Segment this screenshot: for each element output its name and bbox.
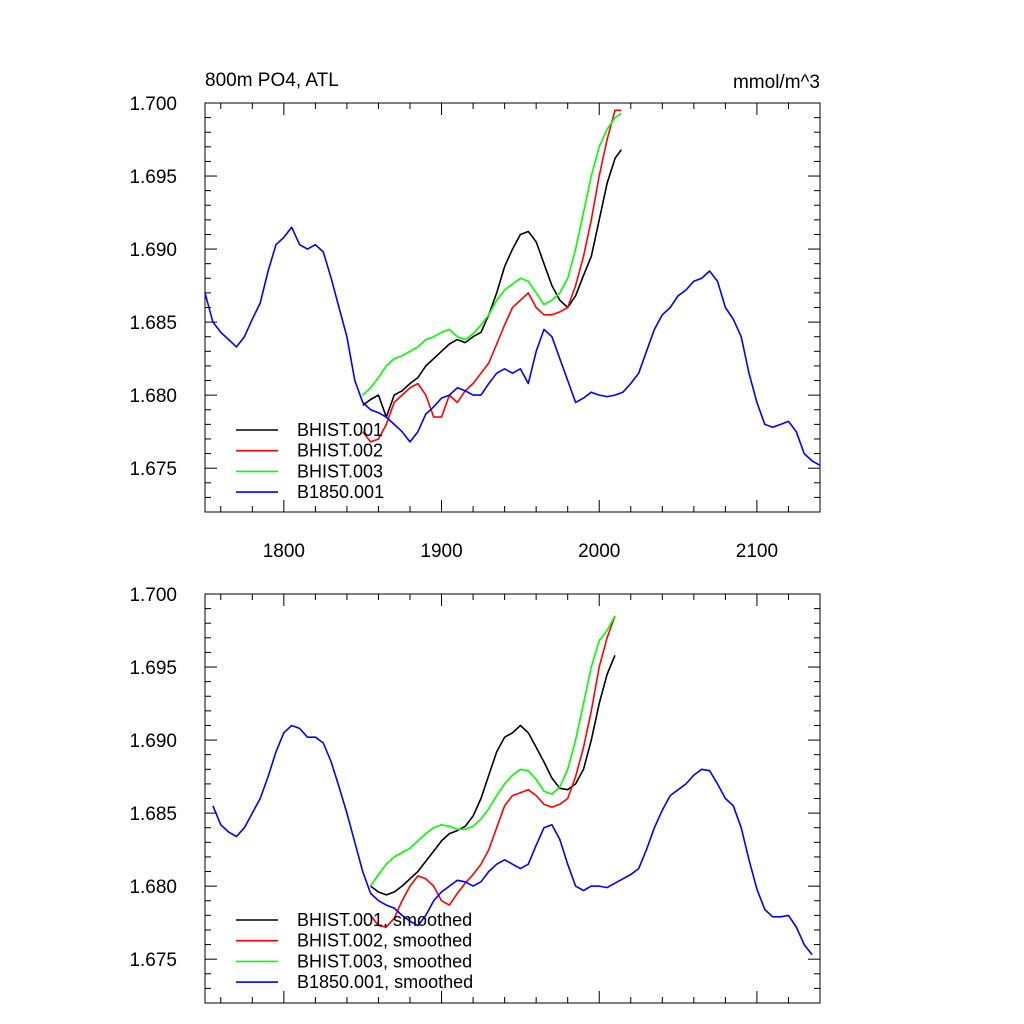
x-tick-label: 1800 bbox=[263, 541, 305, 562]
y-tick-label: 1.695 bbox=[129, 167, 177, 188]
legend-label: BHIST.003, smoothed bbox=[297, 951, 472, 971]
legend-label: BHIST.002, smoothed bbox=[297, 931, 472, 951]
chart-title: 800m PO4, ATL bbox=[205, 70, 339, 91]
x-tick-label: 2000 bbox=[578, 541, 620, 562]
y-tick-label: 1.695 bbox=[129, 658, 177, 679]
x-tick-label: 1900 bbox=[420, 541, 462, 562]
series-line bbox=[369, 615, 616, 887]
y-tick-label: 1.690 bbox=[129, 240, 177, 261]
x-tick-label: 2100 bbox=[736, 541, 778, 562]
legend-label: BHIST.003 bbox=[297, 461, 383, 481]
y-tick-label: 1.700 bbox=[129, 585, 177, 606]
y-tick-label: 1.675 bbox=[129, 950, 177, 971]
bottom-panel: 1.675 1.680 1.685 1.690 1.695 1.700 BHIST.001,… bbox=[129, 585, 821, 1004]
y-tick-label: 1.675 bbox=[129, 459, 177, 480]
legend-label: BHIST.002 bbox=[297, 441, 383, 461]
y-tick-label: 1.685 bbox=[129, 313, 177, 334]
y-tick-label: 1.680 bbox=[129, 386, 177, 407]
top-panel: 1800 1900 2000 2100 1.675 1.680 1.685 1.690 1.69… bbox=[129, 94, 821, 562]
legend-label: BHIST.001, smoothed bbox=[297, 910, 472, 930]
y-tick-label: 1.700 bbox=[129, 94, 177, 115]
units-label: mmol/m^3 bbox=[733, 72, 820, 93]
series-line bbox=[369, 615, 616, 928]
series-line bbox=[362, 112, 622, 396]
series-line bbox=[362, 109, 622, 443]
series-line bbox=[370, 654, 616, 896]
y-tick-label: 1.680 bbox=[129, 877, 177, 898]
legend-label: B1850.001, smoothed bbox=[297, 972, 473, 992]
legend-label: BHIST.001 bbox=[297, 420, 383, 440]
series-line bbox=[212, 724, 813, 956]
y-tick-label: 1.685 bbox=[129, 804, 177, 825]
legend-label: B1850.001 bbox=[297, 482, 384, 502]
series-line bbox=[204, 226, 821, 466]
series-line bbox=[362, 149, 622, 418]
y-tick-label: 1.690 bbox=[129, 731, 177, 752]
